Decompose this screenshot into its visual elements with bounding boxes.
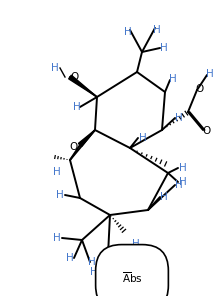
- Text: H: H: [160, 43, 168, 53]
- Text: H: H: [66, 253, 74, 263]
- Text: H: H: [179, 163, 187, 173]
- Polygon shape: [78, 130, 95, 147]
- Text: O: O: [203, 126, 211, 136]
- Polygon shape: [69, 75, 97, 97]
- Text: O: O: [69, 142, 77, 152]
- Text: H: H: [53, 233, 61, 243]
- Text: H: H: [160, 192, 168, 202]
- Text: H: H: [116, 267, 124, 277]
- Text: H: H: [88, 257, 96, 267]
- Text: H: H: [169, 74, 177, 84]
- Text: H: H: [124, 27, 132, 37]
- Text: H: H: [139, 133, 147, 143]
- Text: O: O: [70, 72, 78, 82]
- Text: H: H: [129, 251, 137, 261]
- Text: H: H: [90, 267, 98, 277]
- Text: O: O: [196, 84, 204, 94]
- Text: H: H: [56, 190, 64, 200]
- Text: H: H: [132, 239, 140, 249]
- Text: H: H: [179, 177, 187, 187]
- Text: H: H: [206, 69, 214, 79]
- Text: H: H: [73, 102, 81, 112]
- Text: $\mathregular{\overline{A}}$bs: $\mathregular{\overline{A}}$bs: [122, 271, 142, 285]
- Text: H: H: [51, 63, 59, 73]
- Text: H: H: [175, 113, 183, 123]
- Text: H: H: [53, 167, 61, 177]
- Text: H: H: [175, 180, 183, 190]
- Text: H: H: [153, 25, 161, 35]
